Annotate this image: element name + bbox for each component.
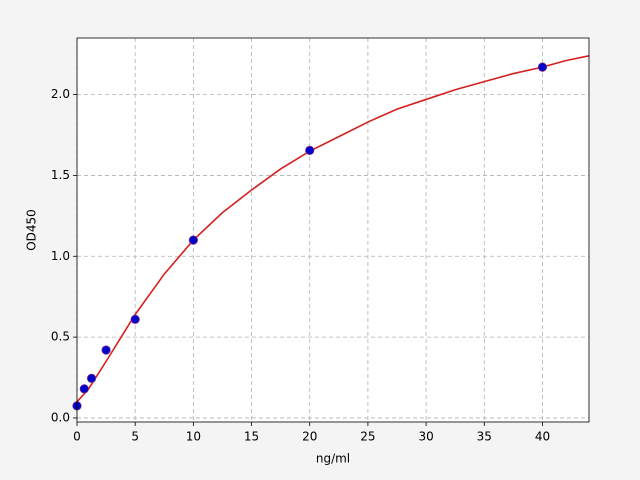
y-tick-label: 1.0 [51, 249, 70, 263]
x-axis-label: ng/ml [316, 452, 350, 466]
axes-frame [76, 37, 590, 423]
plot-area [77, 38, 589, 422]
data-point [130, 314, 140, 324]
x-tick-label: 15 [244, 430, 259, 444]
x-tick-label: 0 [73, 430, 81, 444]
data-point [101, 345, 111, 355]
x-tick-label: 30 [418, 430, 433, 444]
x-tick-label: 5 [131, 430, 139, 444]
fit-curve [76, 55, 590, 403]
x-tick-label: 40 [535, 430, 550, 444]
y-axis-label: OD450 [25, 209, 39, 251]
x-tick-label: 20 [302, 430, 317, 444]
data-point [537, 62, 548, 72]
y-tick-label: 1.5 [51, 168, 70, 182]
data-point [79, 384, 89, 394]
y-tick-label: 0.0 [51, 410, 70, 424]
data-point [188, 235, 198, 245]
y-tick-label: 2.0 [51, 87, 70, 101]
x-tick-label: 35 [477, 430, 492, 444]
y-tick-label: 0.5 [51, 330, 70, 344]
x-tick-label: 10 [186, 430, 201, 444]
data-point [305, 145, 315, 155]
data-point [86, 373, 97, 383]
x-tick-label: 25 [360, 430, 375, 444]
